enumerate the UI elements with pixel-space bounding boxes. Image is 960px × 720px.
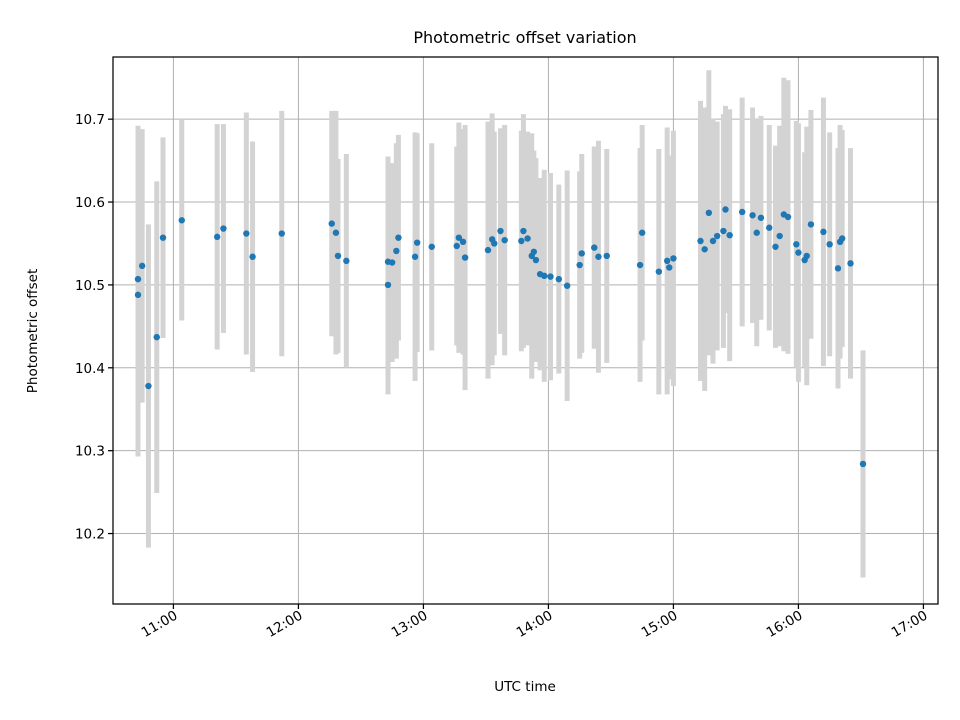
data-point (591, 244, 598, 251)
y-tick-label: 10.7 (75, 112, 105, 128)
data-point (459, 238, 467, 246)
data-point (145, 382, 152, 390)
data-point (153, 333, 160, 341)
data-point (663, 257, 671, 265)
data-point (484, 246, 492, 254)
data-point (134, 291, 142, 299)
data-point (820, 228, 827, 236)
data-point (395, 234, 402, 241)
y-axis-label: Photometric offset (25, 269, 41, 393)
data-point (541, 272, 548, 279)
data-point (213, 233, 221, 241)
data-point (595, 253, 602, 260)
data-point (249, 253, 256, 260)
data-point (497, 227, 504, 235)
data-point (530, 248, 538, 255)
data-point (753, 229, 760, 236)
data-point (757, 214, 765, 221)
data-point (701, 246, 708, 253)
data-point (766, 224, 773, 231)
data-point (772, 243, 779, 250)
data-point (705, 209, 713, 217)
data-point (138, 262, 146, 270)
plot-frame (112, 56, 939, 605)
data-point (859, 460, 867, 468)
data-point (838, 235, 846, 242)
data-point (547, 273, 554, 280)
data-point (666, 264, 673, 271)
data-point (453, 242, 460, 250)
data-point (636, 261, 644, 269)
data-point (555, 275, 563, 283)
data-point (576, 261, 583, 269)
data-point (501, 236, 508, 244)
data-point (532, 256, 540, 264)
data-point (388, 259, 396, 266)
data-point (722, 206, 729, 213)
data-point (520, 227, 527, 235)
data-point (738, 208, 746, 216)
data-point (524, 235, 531, 242)
y-tick-label: 10.4 (75, 361, 105, 377)
data-point (563, 282, 571, 289)
data-point (726, 231, 733, 239)
data-point (243, 230, 250, 237)
data-point (428, 243, 435, 250)
data-point (159, 234, 167, 241)
data-point (278, 230, 285, 237)
data-points (134, 206, 867, 468)
data-point (334, 252, 342, 260)
data-point (847, 260, 854, 267)
data-point (709, 237, 717, 245)
data-point (518, 237, 525, 245)
data-point (793, 241, 800, 248)
y-tick-label: 10.5 (75, 278, 105, 294)
data-point (776, 232, 783, 240)
data-point (670, 255, 677, 262)
data-point (413, 239, 421, 246)
data-point (393, 247, 400, 255)
data-point (220, 225, 227, 232)
data-point (134, 275, 142, 283)
x-axis-label: UTC time (494, 679, 556, 695)
data-point (603, 252, 610, 260)
data-point (749, 212, 756, 219)
data-point (461, 254, 469, 261)
data-point (697, 237, 704, 245)
data-point (578, 250, 585, 257)
data-point (784, 213, 792, 221)
y-tick-label: 10.2 (75, 527, 105, 543)
data-point (720, 227, 727, 235)
data-point (178, 217, 185, 224)
data-point (803, 252, 810, 260)
data-point (834, 265, 842, 272)
y-tick-label: 10.6 (75, 195, 105, 211)
data-point (807, 221, 815, 228)
data-point (384, 281, 392, 289)
data-point (411, 253, 419, 260)
data-point (713, 232, 721, 240)
data-point (328, 220, 335, 227)
data-point (638, 229, 646, 236)
data-point (455, 234, 463, 241)
data-point (826, 241, 833, 248)
data-point (491, 240, 498, 247)
data-point (655, 268, 663, 275)
data-point (795, 249, 802, 256)
data-point (332, 229, 340, 236)
chart-title: Photometric offset variation (413, 28, 636, 47)
y-tick-label: 10.3 (75, 444, 105, 460)
data-point (343, 257, 350, 265)
